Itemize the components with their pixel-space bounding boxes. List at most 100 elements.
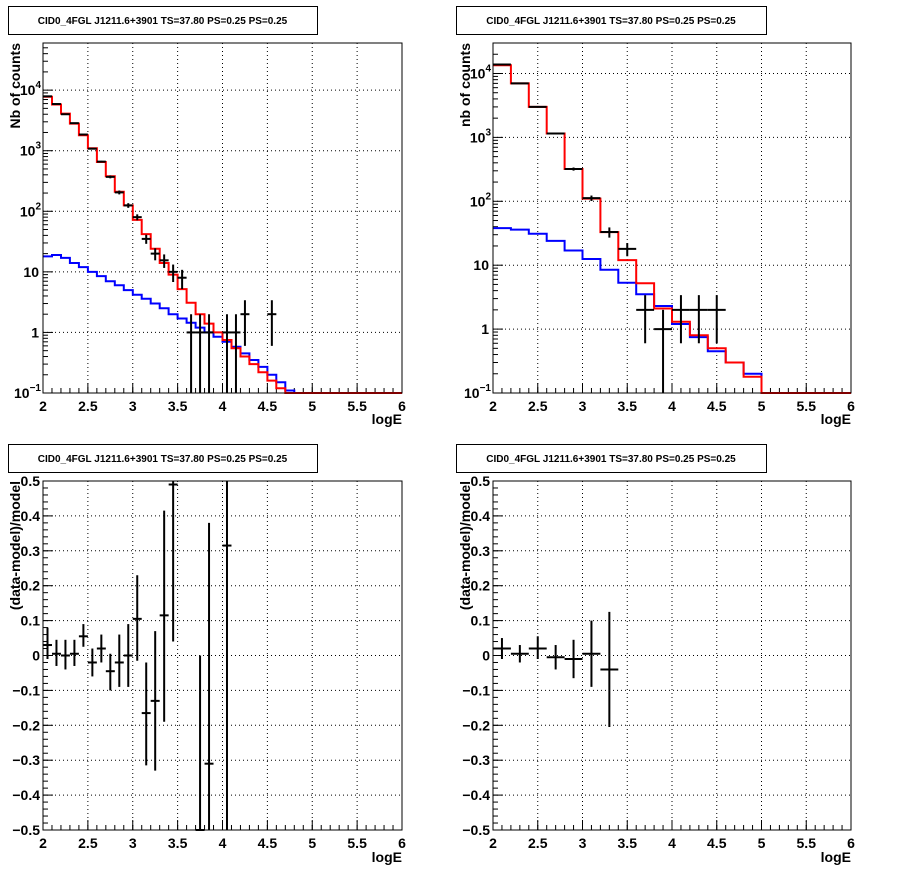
y-tick-label: 0.5 [471, 473, 491, 489]
x-tick-label: 3 [579, 398, 587, 414]
chart-title: CID0_4FGL J1211.6+3901 TS=37.80 PS=0.25 … [486, 454, 736, 465]
data-point [267, 300, 277, 346]
y-axis-label: (data-model)/model [457, 481, 473, 610]
y-tick-label: −0.3 [12, 752, 40, 768]
data-point [510, 82, 529, 85]
residual-point [69, 639, 79, 666]
data-point [231, 314, 241, 393]
x-tick-label: 4.5 [707, 835, 727, 851]
x-tick-label: 4 [668, 398, 676, 414]
x-tick-label: 6 [847, 398, 855, 414]
residual-point [132, 575, 142, 661]
x-tick-label: 2.5 [78, 835, 98, 851]
data-point [240, 300, 250, 346]
chart-title: CID0_4FGL J1211.6+3901 TS=37.80 PS=0.25 … [38, 454, 288, 465]
x-tick-label: 5.5 [797, 835, 817, 851]
residual-point [43, 627, 52, 659]
x-tick-label: 2 [489, 398, 497, 414]
plot-frame [42, 480, 403, 831]
data-point [564, 167, 583, 171]
residual-point [546, 645, 565, 670]
y-tick-label: −0.2 [12, 717, 40, 733]
plot-frame [492, 480, 852, 831]
y-tick-label: 104 [470, 63, 492, 81]
x-tick-label: 5.5 [347, 398, 367, 414]
x-tick-label: 4.5 [258, 398, 278, 414]
y-tick-label: 1 [481, 321, 489, 337]
x-tick-label: 5 [758, 835, 766, 851]
chart-title: CID0_4FGL J1211.6+3901 TS=37.80 PS=0.25 … [38, 16, 288, 27]
residual-point [528, 636, 547, 659]
x-tick-label: 4.5 [258, 835, 278, 851]
data-point [114, 190, 124, 195]
data-point [141, 234, 151, 244]
y-tick-label: 0.3 [471, 543, 491, 559]
data-point [707, 295, 726, 344]
x-tick-label: 5 [308, 835, 316, 851]
data-point [528, 105, 547, 108]
residual-point [87, 648, 97, 677]
chart-panel-2: CID0_4FGL J1211.6+3901 TS=37.80 PS=0.25 … [456, 6, 855, 427]
residual-point [60, 639, 70, 670]
y-tick-label: 104 [20, 80, 42, 98]
chart-title: CID0_4FGL J1211.6+3901 TS=37.80 PS=0.25 … [486, 16, 736, 27]
x-tick-label: 2.5 [528, 398, 548, 414]
data-point [636, 295, 655, 344]
y-tick-label: 0.3 [21, 543, 41, 559]
residual-point [141, 662, 151, 766]
plot-frame [42, 42, 403, 394]
chart-title-box [8, 444, 318, 473]
y-tick-label: −0.5 [462, 822, 490, 838]
data-point [204, 314, 214, 393]
x-tick-label: 3.5 [618, 398, 638, 414]
y-tick-label: 0.1 [471, 613, 491, 629]
data-point [87, 147, 97, 150]
residual-point [600, 611, 619, 728]
residual-point [204, 522, 214, 830]
x-tick-label: 5 [308, 398, 316, 414]
residual-point [222, 481, 232, 830]
data-point [689, 295, 708, 344]
x-tick-label: 4 [668, 835, 676, 851]
x-tick-label: 4.5 [707, 398, 727, 414]
data-point [96, 160, 106, 163]
x-axis-label: logE [821, 411, 851, 427]
x-tick-label: 3.5 [168, 398, 188, 414]
y-tick-label: −0.3 [462, 752, 490, 768]
x-tick-label: 2 [39, 398, 47, 414]
y-tick-label: 103 [470, 127, 492, 145]
y-tick-label: 0 [482, 648, 490, 664]
chart-panel-4: CID0_4FGL J1211.6+3901 TS=37.80 PS=0.25 … [456, 444, 855, 865]
plot-frame [492, 42, 852, 394]
residual-point [114, 634, 124, 687]
y-tick-label: −0.1 [462, 682, 490, 698]
data-point [582, 195, 601, 202]
x-axis-label: logE [821, 849, 851, 865]
y-tick-label: 10−1 [464, 383, 491, 401]
total-model-histogram [43, 95, 402, 394]
data-point [123, 203, 133, 208]
residual-point [51, 639, 61, 666]
data-point [159, 254, 169, 268]
x-tick-label: 4 [219, 835, 227, 851]
data-point [600, 227, 619, 238]
y-tick-label: 0.4 [471, 508, 491, 524]
y-tick-label: 10−1 [14, 383, 41, 401]
x-tick-label: 5.5 [347, 835, 367, 851]
data-point [69, 122, 79, 125]
y-tick-label: −0.2 [462, 717, 490, 733]
data-point [168, 264, 178, 282]
y-axis-label: Nb of counts [7, 43, 23, 129]
chart-title-box [456, 6, 767, 35]
y-tick-label: 0 [32, 648, 40, 664]
residual-point [123, 624, 133, 687]
residual-point [168, 481, 178, 642]
x-tick-label: 5.5 [797, 398, 817, 414]
y-tick-label: 0.2 [471, 578, 491, 594]
x-tick-label: 6 [398, 398, 406, 414]
data-point [618, 243, 637, 257]
data-point [105, 175, 115, 179]
x-axis-label: logE [372, 411, 402, 427]
residual-point [582, 620, 601, 687]
